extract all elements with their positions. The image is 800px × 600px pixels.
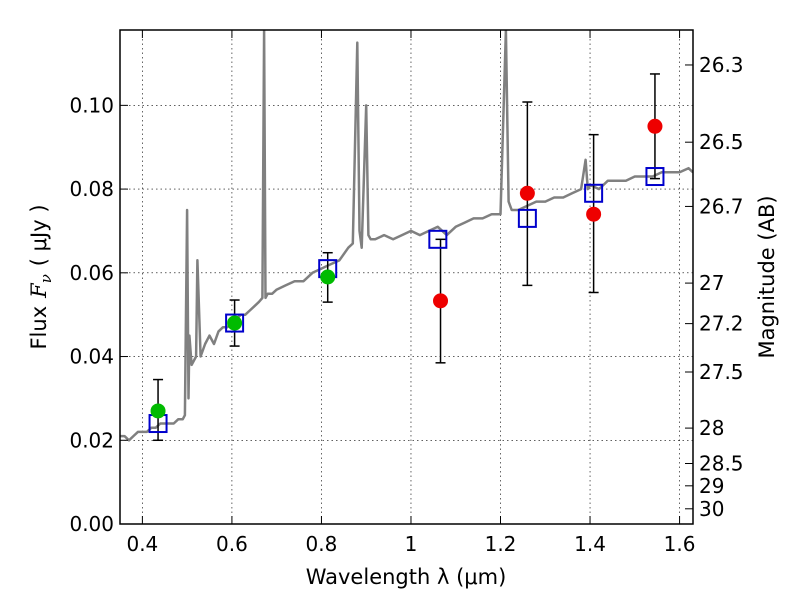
mag-tick-label: 27.2 — [699, 312, 744, 336]
y-tick-label: 0.00 — [69, 512, 114, 536]
x-tick-label: 1.6 — [664, 532, 696, 556]
x-tick-label: 0.4 — [126, 532, 158, 556]
y-tick-label: 0.08 — [69, 177, 114, 201]
y-tick-label: 0.10 — [69, 93, 114, 117]
x-tick-label: 0.8 — [306, 532, 338, 556]
data-point — [227, 315, 243, 331]
mag-tick-label: 26.5 — [699, 130, 744, 154]
model-square — [645, 167, 665, 187]
spectrum-layer — [120, 30, 693, 442]
x-tick-label: 0.6 — [216, 532, 248, 556]
data-point — [150, 403, 166, 419]
data-point — [320, 269, 336, 285]
error-bars — [153, 73, 660, 442]
model-square — [225, 313, 245, 333]
spectrum-line — [120, 30, 693, 442]
mag-tick-label: 29 — [699, 474, 724, 498]
x-tick-label: 1.2 — [485, 532, 517, 556]
ticks: 0.4 0.6 0.8 1 1.2 1.4 1.6 0.00 0.02 0.04 0.06 0.08 0… — [69, 30, 744, 556]
y2-axis-label: Magnitude (AB) — [755, 195, 779, 358]
model-squares — [148, 167, 665, 434]
data-point — [519, 185, 535, 201]
model-square — [428, 229, 448, 249]
mag-tick-label: 26.7 — [699, 194, 744, 218]
mag-tick-label: 27.5 — [699, 360, 744, 384]
plot-frame — [119, 29, 694, 525]
gridlines — [120, 30, 693, 524]
mag-tick-label: 30 — [699, 497, 724, 521]
mag-tick-label: 26.3 — [699, 53, 744, 77]
data-point — [433, 293, 449, 309]
x-tick-label: 1 — [405, 532, 418, 556]
mag-tick-label: 28.5 — [699, 451, 744, 475]
model-square — [517, 208, 537, 228]
x-tick-label: 1.4 — [574, 532, 606, 556]
y-axis-label: FluxFν( μJy ) — [27, 204, 55, 349]
x-axis-label: Wavelength λ (μm) — [306, 565, 507, 589]
data-point — [586, 206, 602, 222]
y-tick-label: 0.06 — [69, 261, 114, 285]
mag-tick-label: 27 — [699, 271, 724, 295]
mag-tick-label: 28 — [699, 416, 724, 440]
y-tick-label: 0.02 — [69, 428, 114, 452]
data-point — [647, 118, 663, 134]
data-points — [150, 118, 663, 419]
model-square — [584, 183, 604, 203]
y-tick-label: 0.04 — [69, 345, 114, 369]
